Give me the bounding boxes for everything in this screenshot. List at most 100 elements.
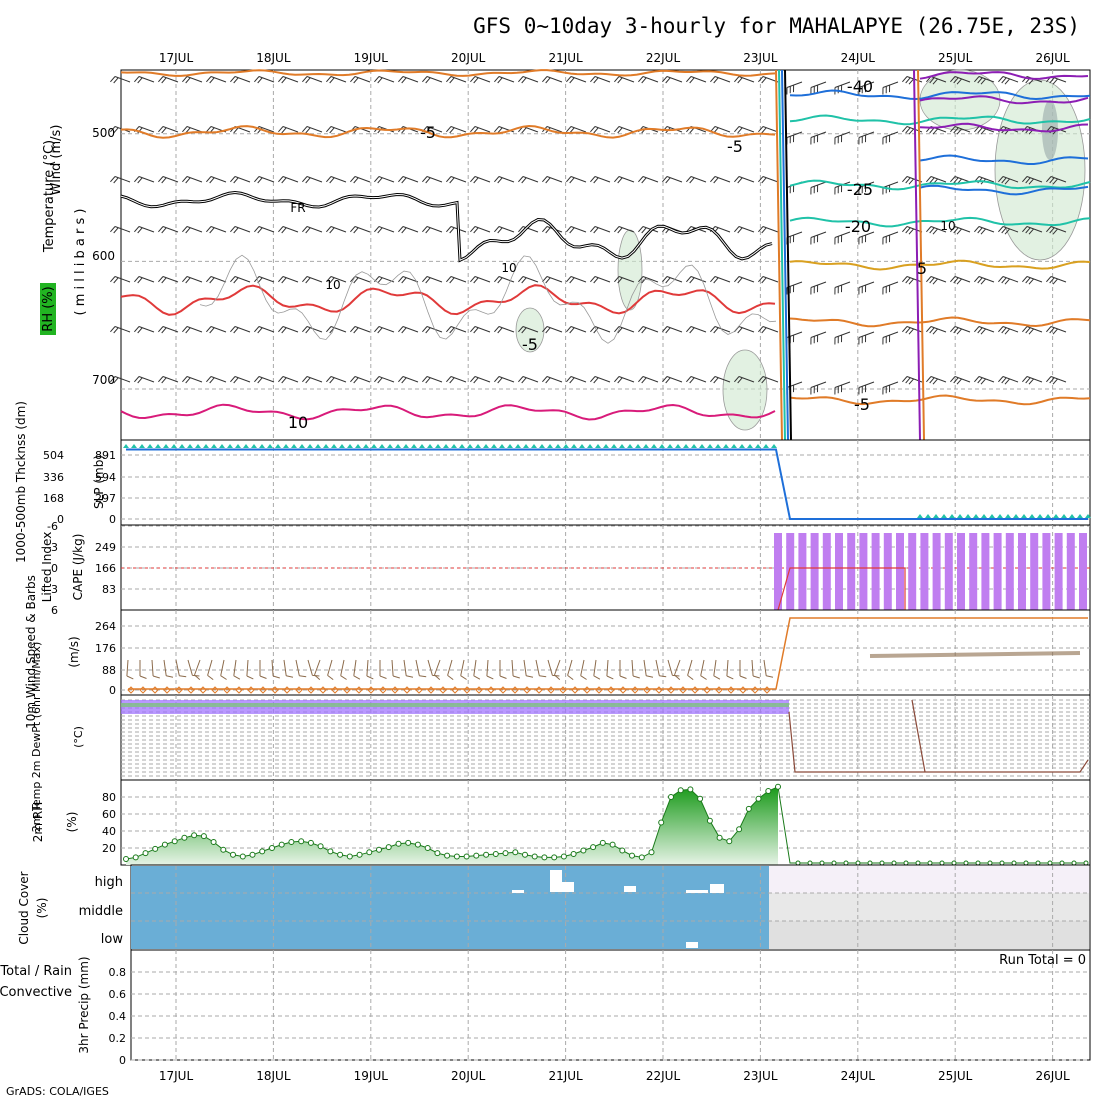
thickness-marker [643, 444, 649, 448]
freezing-level-inner [120, 191, 773, 261]
thickness-marker [579, 444, 585, 448]
wind-barb [374, 176, 395, 184]
wind-barb [139, 660, 147, 679]
wind-barb [882, 181, 899, 195]
wind-barb [834, 231, 851, 245]
upper-air-panel: -40 -25 -20 -5 -5 -5 -5 5 10 10 10 10 FR 500 600 700… [40, 69, 1091, 441]
pressure-tick-500: 500 [92, 126, 115, 140]
thickness-marker [667, 444, 673, 448]
wind-barb [858, 331, 875, 345]
slp-tick: 297 [95, 492, 116, 505]
wind-barb [447, 659, 454, 680]
wind-barb [882, 231, 899, 245]
wind10m-marker [379, 686, 387, 694]
thickness-marker [917, 514, 923, 518]
rh2m-tick: 80 [102, 791, 116, 804]
wind10m-marker [427, 686, 435, 694]
cloud-cover-patch [550, 870, 562, 892]
rh2m-tick: 40 [102, 825, 116, 838]
rh2m-area [126, 786, 778, 865]
upper-temp-label: Temperature (°C) [42, 140, 57, 253]
rh2m-point [278, 841, 285, 848]
wind-barb [518, 276, 539, 284]
wind-barb [542, 326, 563, 334]
rh2m-point [795, 860, 801, 866]
chart-title: GFS 0~10day 3-hourly for MAHALAPYE (26.7… [473, 14, 1080, 38]
wind-barb [278, 226, 299, 234]
wind-barb [182, 326, 203, 334]
thickness-marker [1005, 514, 1011, 518]
precip-label-convective: Convective [0, 985, 72, 1000]
precip-label-total: Total / Rain [0, 964, 72, 979]
wind-barb [326, 76, 347, 84]
rh2m-point [648, 849, 655, 856]
wind-barb [158, 376, 179, 384]
wind10m-marker [127, 686, 135, 694]
wind-barb [278, 326, 299, 334]
temp2m-panel: 2m Temp 2m DewPt (6hr Min/Max) (°C) [30, 642, 1091, 832]
thickness-marker [563, 444, 569, 448]
wind-barb [810, 331, 827, 345]
contour-label: -20 [845, 217, 871, 236]
wind-barb [158, 176, 179, 184]
upper-wind-label: Wind (m/s) [49, 125, 64, 196]
wind-barb [175, 659, 187, 678]
thickness-marker [131, 444, 137, 448]
wind-barb [233, 659, 241, 680]
wind-barb [206, 376, 227, 384]
wind-barb [638, 76, 659, 84]
wind-barb [206, 276, 227, 284]
wind-barb [614, 326, 635, 334]
wind-barb [110, 176, 131, 184]
rh2m-point [736, 826, 743, 833]
cloud-cover-patch [624, 886, 636, 892]
wind10m-marker [175, 686, 183, 694]
post-temp-line-purple [919, 122, 1089, 133]
precip-tick: 0.2 [109, 1032, 127, 1045]
wind10m-marker [151, 686, 159, 694]
wind-barb [470, 276, 491, 284]
post-temp-line [789, 89, 1091, 101]
thickness-marker [957, 514, 963, 518]
top-day-label: 25JUL [938, 51, 973, 65]
rh2m-tick: 20 [102, 842, 116, 855]
wind-barb [278, 376, 299, 384]
thickness-marker [755, 444, 761, 448]
rh2m-point [570, 851, 577, 857]
cape-bar [822, 533, 831, 610]
precip-tick: 0.6 [109, 988, 127, 1001]
rh2m-point [697, 795, 704, 802]
cape-bar [944, 533, 953, 610]
wind10m-marker [643, 686, 651, 694]
wind-barb [374, 376, 395, 384]
thickness-marker [435, 444, 441, 448]
wind-barb [606, 659, 614, 680]
wind-barb [926, 176, 947, 185]
wind-barb [834, 281, 851, 295]
rh2m-point [716, 834, 723, 841]
wind-barb [398, 176, 419, 184]
wind-barb [134, 326, 155, 334]
thickness-marker [933, 514, 939, 518]
wind-barb [422, 76, 443, 84]
li-label: Lifted Index [40, 532, 54, 603]
top-day-label: 19JUL [354, 51, 389, 65]
cloud-panel: Cloud Cover (%) high middle low [17, 864, 1091, 951]
thickness-marker [571, 444, 577, 448]
wind-barb [902, 326, 923, 335]
thickness-marker [1085, 514, 1091, 518]
thickness-marker [347, 444, 353, 448]
slp-tick: 891 [95, 449, 116, 462]
thickness-marker [523, 444, 529, 448]
wind-barb [974, 376, 995, 385]
cape-li-panel: -6 -3 0 3 6 249 166 83 Lifted Index CAPE (J/kg) [40, 520, 1091, 617]
wind-barb [470, 176, 491, 184]
wind10m-tick: 88 [102, 664, 116, 677]
contour-label: FR [290, 201, 305, 215]
thickness-marker [227, 444, 233, 448]
rh-legend-swatch [40, 283, 56, 335]
wind-barb [734, 376, 755, 384]
wind-barb [350, 176, 371, 184]
wind-barb [446, 76, 467, 84]
